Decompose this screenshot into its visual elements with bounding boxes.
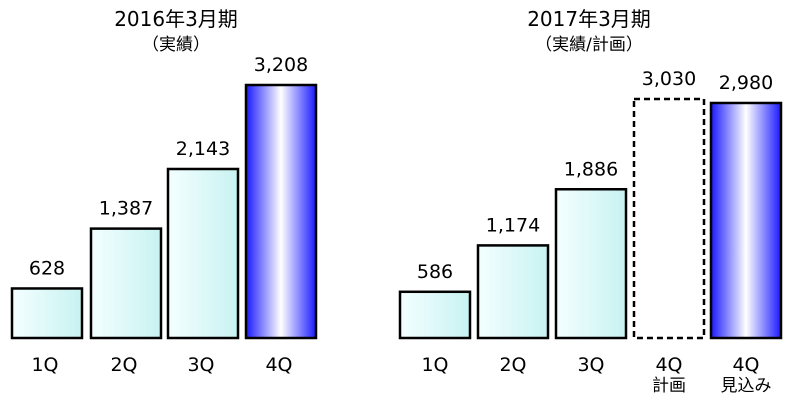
chart-2-bar-3 <box>554 188 628 340</box>
chart-1-category-label-4: 4Q <box>265 354 292 376</box>
chart-1-category-label-3: 3Q <box>187 354 214 376</box>
chart-2-value-label-4: 3,030 <box>642 68 696 90</box>
chart-1-category-label-2: 2Q <box>110 354 137 376</box>
chart-1-subtitle: （実績） <box>142 35 210 55</box>
chart-1-value-label-3: 2,143 <box>176 138 230 160</box>
chart-1-title: 2016年3月期 <box>114 7 238 31</box>
chart-1-bar-4 <box>244 83 318 340</box>
chart-2-value-label-2: 1,174 <box>486 214 540 236</box>
chart-2-category-label-4: 4Q <box>655 354 682 376</box>
chart-2-subtitle: （実績/計画） <box>535 35 643 55</box>
chart-2-category-label-1: 1Q <box>421 354 448 376</box>
chart-1-value-label-4: 3,208 <box>254 54 308 76</box>
chart-2-value-label-3: 1,886 <box>564 158 618 180</box>
chart-2-bar-2 <box>476 244 550 340</box>
chart-1-category-label-1: 1Q <box>31 354 58 376</box>
chart-2-category-label-2: 2Q <box>499 354 526 376</box>
chart-2-value-label-1: 586 <box>417 261 453 283</box>
chart-1-value-label-1: 628 <box>29 257 65 279</box>
chart-2-category-label-5: 4Q <box>732 354 759 376</box>
chart-2-bar-5 <box>709 101 783 340</box>
chart-1-bar-2 <box>89 227 163 340</box>
chart-1-bar-3 <box>166 167 240 340</box>
chart-2-bar-4 <box>632 97 706 340</box>
chart-2-value-label-5: 2,980 <box>719 72 773 94</box>
chart-1-value-label-2: 1,387 <box>99 198 153 220</box>
chart-2-category-label-3: 3Q <box>577 354 604 376</box>
chart-1-bar-1 <box>10 287 84 340</box>
chart-2-bar-1 <box>398 290 472 340</box>
chart-2-title: 2017年3月期 <box>527 7 651 31</box>
chart-2-category-label-5-line-2: 見込み <box>721 376 772 396</box>
chart-2-category-label-4-line-2: 計画 <box>652 376 686 396</box>
